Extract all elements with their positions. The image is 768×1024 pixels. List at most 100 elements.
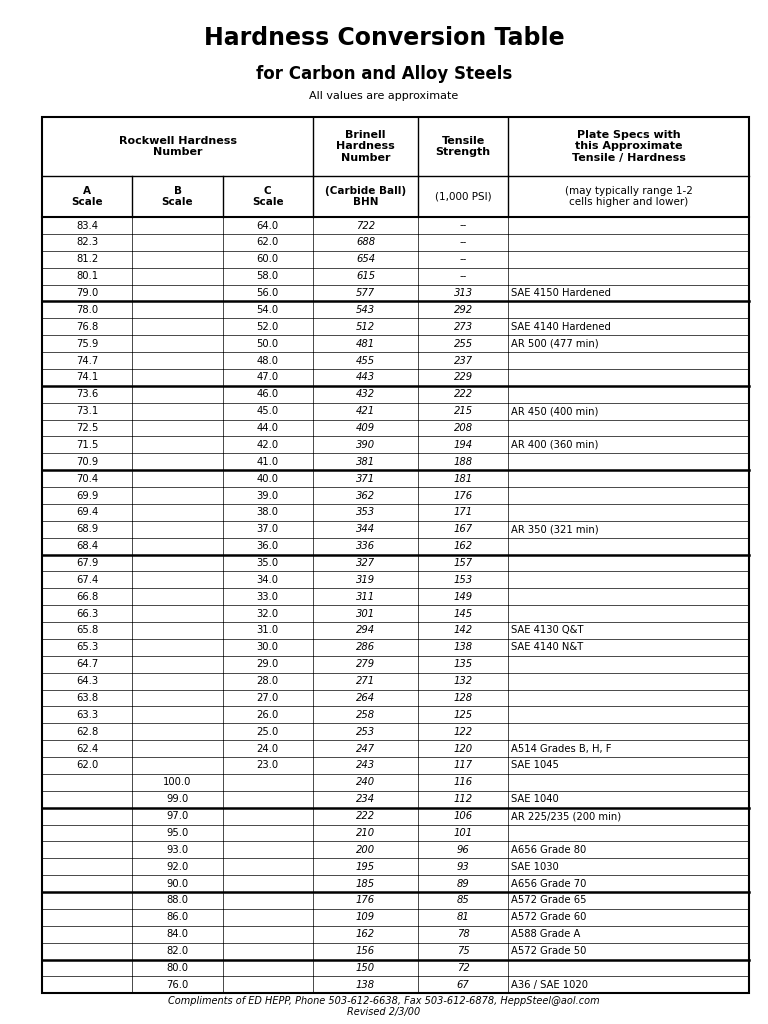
Text: 64.0: 64.0 — [257, 220, 279, 230]
Text: Brinell
Hardness
Number: Brinell Hardness Number — [336, 130, 395, 163]
Text: 255: 255 — [454, 339, 473, 348]
Text: 38.0: 38.0 — [257, 507, 279, 517]
Text: 171: 171 — [454, 507, 473, 517]
Text: 92.0: 92.0 — [167, 862, 189, 871]
Text: 371: 371 — [356, 474, 375, 483]
Text: 64.3: 64.3 — [76, 676, 98, 686]
Text: 181: 181 — [454, 474, 473, 483]
Text: 78.0: 78.0 — [76, 305, 98, 315]
Text: 319: 319 — [356, 574, 375, 585]
Text: 93: 93 — [457, 862, 469, 871]
Text: 35.0: 35.0 — [257, 558, 279, 568]
Text: 85: 85 — [457, 895, 469, 905]
Text: 70.9: 70.9 — [76, 457, 98, 467]
Text: 66.8: 66.8 — [76, 592, 98, 602]
Text: 149: 149 — [454, 592, 473, 602]
Text: 69.9: 69.9 — [76, 490, 98, 501]
Text: 62.0: 62.0 — [76, 761, 98, 770]
Text: 156: 156 — [356, 946, 375, 956]
Text: A588 Grade A: A588 Grade A — [511, 929, 580, 939]
Text: 33.0: 33.0 — [257, 592, 279, 602]
Text: 688: 688 — [356, 238, 375, 248]
Text: 58.0: 58.0 — [257, 271, 279, 282]
Text: 112: 112 — [454, 795, 473, 804]
Text: 40.0: 40.0 — [257, 474, 279, 483]
Text: 74.1: 74.1 — [76, 373, 98, 382]
Text: AR 225/235 (200 min): AR 225/235 (200 min) — [511, 811, 621, 821]
Text: 210: 210 — [356, 828, 375, 838]
Text: 443: 443 — [356, 373, 375, 382]
Text: 67.9: 67.9 — [76, 558, 98, 568]
Text: 66.3: 66.3 — [76, 608, 98, 618]
Text: 48.0: 48.0 — [257, 355, 279, 366]
Text: 167: 167 — [454, 524, 473, 535]
Text: 313: 313 — [454, 288, 473, 298]
Text: 81: 81 — [457, 912, 469, 923]
Text: 432: 432 — [356, 389, 375, 399]
Text: --: -- — [459, 238, 467, 248]
Text: 353: 353 — [356, 507, 375, 517]
Text: 47.0: 47.0 — [257, 373, 279, 382]
Text: 100.0: 100.0 — [164, 777, 192, 787]
Text: 99.0: 99.0 — [167, 795, 189, 804]
Text: 185: 185 — [356, 879, 375, 889]
Text: 362: 362 — [356, 490, 375, 501]
Text: AR 350 (321 min): AR 350 (321 min) — [511, 524, 598, 535]
Text: 42.0: 42.0 — [257, 440, 279, 450]
Text: 654: 654 — [356, 254, 375, 264]
Text: 125: 125 — [454, 710, 473, 720]
Text: 409: 409 — [356, 423, 375, 433]
Text: A572 Grade 50: A572 Grade 50 — [511, 946, 586, 956]
Text: Plate Specs with
this Approximate
Tensile / Hardness: Plate Specs with this Approximate Tensil… — [571, 130, 686, 163]
Text: 75: 75 — [457, 946, 469, 956]
Text: A514 Grades B, H, F: A514 Grades B, H, F — [511, 743, 611, 754]
Text: 36.0: 36.0 — [257, 541, 279, 551]
Text: SAE 1045: SAE 1045 — [511, 761, 558, 770]
Text: 145: 145 — [454, 608, 473, 618]
Text: 543: 543 — [356, 305, 375, 315]
Text: (1,000 PSI): (1,000 PSI) — [435, 191, 492, 202]
Text: 30.0: 30.0 — [257, 642, 279, 652]
Text: 26.0: 26.0 — [257, 710, 279, 720]
Text: A572 Grade 60: A572 Grade 60 — [511, 912, 586, 923]
Text: 264: 264 — [356, 693, 375, 703]
Text: 44.0: 44.0 — [257, 423, 279, 433]
Text: SAE 4150 Hardened: SAE 4150 Hardened — [511, 288, 611, 298]
Text: 301: 301 — [356, 608, 375, 618]
Text: 70.4: 70.4 — [76, 474, 98, 483]
Text: SAE 1030: SAE 1030 — [511, 862, 558, 871]
Text: AR 400 (360 min): AR 400 (360 min) — [511, 440, 598, 450]
Text: 117: 117 — [454, 761, 473, 770]
Text: 72.5: 72.5 — [76, 423, 98, 433]
Text: 229: 229 — [454, 373, 473, 382]
Text: 176: 176 — [454, 490, 473, 501]
Text: 89: 89 — [457, 879, 469, 889]
Text: 62.8: 62.8 — [76, 727, 98, 736]
Text: 138: 138 — [454, 642, 473, 652]
Text: 96: 96 — [457, 845, 469, 855]
Text: 23.0: 23.0 — [257, 761, 279, 770]
Text: 208: 208 — [454, 423, 473, 433]
Text: --: -- — [459, 254, 467, 264]
Text: 80.1: 80.1 — [76, 271, 98, 282]
Text: 150: 150 — [356, 963, 375, 973]
Text: Revised 2/3/00: Revised 2/3/00 — [347, 1007, 421, 1017]
Text: 176: 176 — [356, 895, 375, 905]
Text: 294: 294 — [356, 626, 375, 636]
Text: 327: 327 — [356, 558, 375, 568]
Text: 62.4: 62.4 — [76, 743, 98, 754]
Text: SAE 4140 N&T: SAE 4140 N&T — [511, 642, 583, 652]
Text: 162: 162 — [356, 929, 375, 939]
Text: 39.0: 39.0 — [257, 490, 279, 501]
Text: 101: 101 — [454, 828, 473, 838]
Text: 279: 279 — [356, 659, 375, 670]
Text: 84.0: 84.0 — [167, 929, 188, 939]
Text: 29.0: 29.0 — [257, 659, 279, 670]
Text: 93.0: 93.0 — [167, 845, 189, 855]
Text: 75.9: 75.9 — [76, 339, 98, 348]
Text: 157: 157 — [454, 558, 473, 568]
Text: 34.0: 34.0 — [257, 574, 279, 585]
Text: 142: 142 — [454, 626, 473, 636]
Text: 60.0: 60.0 — [257, 254, 279, 264]
Text: 273: 273 — [454, 322, 473, 332]
